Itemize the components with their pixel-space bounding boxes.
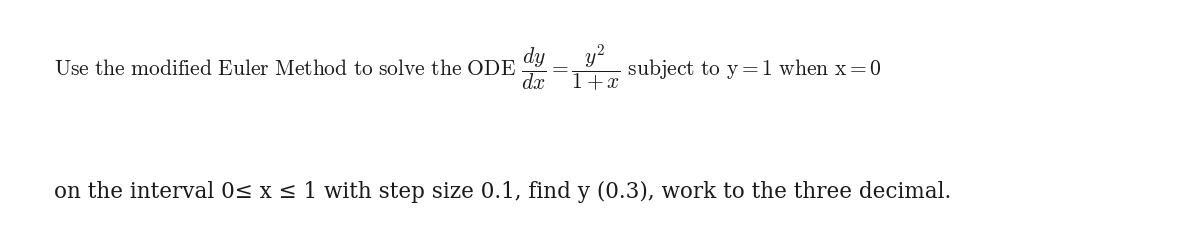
Text: on the interval 0≤ x ≤ 1 with step size 0.1, find y (0.3), work to the three dec: on the interval 0≤ x ≤ 1 with step size … xyxy=(54,181,952,203)
Text: $\mathrm{Use\ the\ modified\ Euler\ Method\ to\ solve\ the\ ODE}\ \dfrac{dy}{dx}: $\mathrm{Use\ the\ modified\ Euler\ Meth… xyxy=(54,43,882,94)
